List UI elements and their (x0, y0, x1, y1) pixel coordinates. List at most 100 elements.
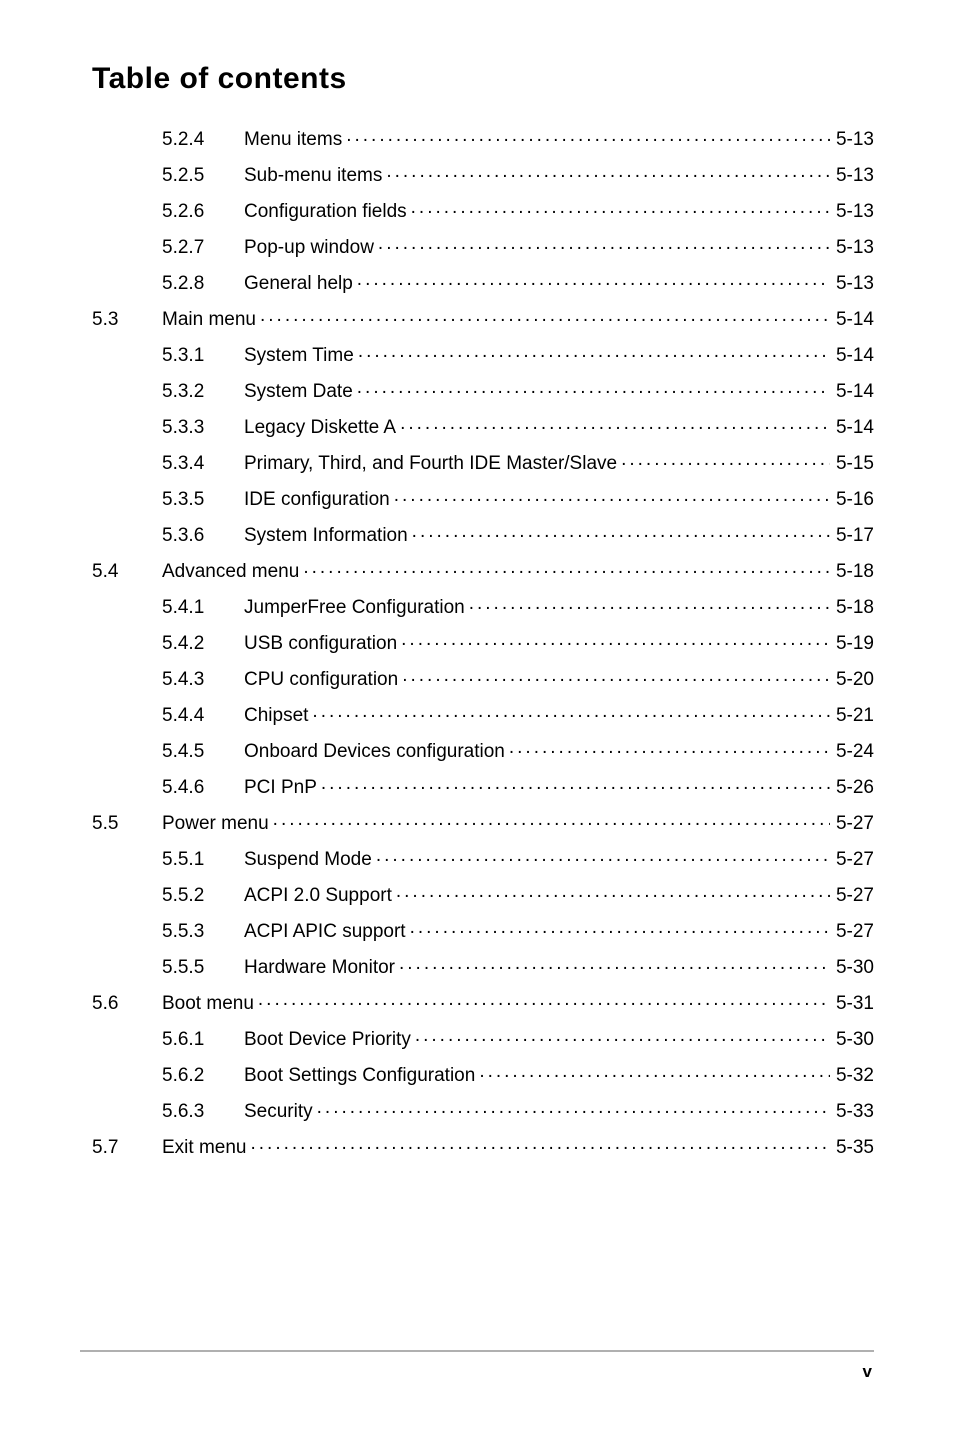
toc-leader-dots (357, 378, 830, 397)
toc-entry-label: Security (244, 1102, 317, 1121)
toc-leader-dots (621, 450, 830, 469)
toc-leader-dots (399, 954, 830, 973)
toc-leader-dots (273, 810, 830, 829)
toc-row: 5.4.4Chipset5-21 (92, 702, 874, 725)
toc-entry-label: Boot Device Priority (244, 1030, 415, 1049)
toc-page-ref: 5-27 (830, 850, 874, 869)
toc-page-ref: 5-27 (830, 814, 874, 833)
toc-entry-label: Boot Settings Configuration (244, 1066, 479, 1085)
toc-row: 5.5.5Hardware Monitor 5-30 (92, 954, 874, 977)
toc-page-ref: 5-20 (830, 670, 874, 689)
toc-subsection-number: 5.3.4 (162, 454, 244, 473)
toc-leader-dots (469, 594, 830, 613)
toc-leader-dots (260, 306, 830, 325)
toc-page-ref: 5-24 (830, 742, 874, 761)
toc-leader-dots (394, 486, 830, 505)
toc-row: 5.2.8General help5-13 (92, 270, 874, 293)
toc-row: 5.6.2Boot Settings Configuration 5-32 (92, 1062, 874, 1085)
toc-row: 5.5.3ACPI APIC support5-27 (92, 918, 874, 941)
toc-entry-label: Chipset (244, 706, 312, 725)
toc-page-ref: 5-17 (830, 526, 874, 545)
toc-leader-dots (250, 1134, 829, 1153)
toc-entry-label: Boot menu (162, 994, 258, 1013)
toc-subsection-number: 5.4.4 (162, 706, 244, 725)
toc-row: 5.2.5Sub-menu items 5-13 (92, 162, 874, 185)
toc-row: 5.3.1System Time5-14 (92, 342, 874, 365)
toc-subsection-number: 5.5.3 (162, 922, 244, 941)
toc-page-ref: 5-16 (830, 490, 874, 509)
toc-row: 5.2.6Configuration fields5-13 (92, 198, 874, 221)
toc-page-ref: 5-18 (830, 598, 874, 617)
toc-leader-dots (396, 882, 830, 901)
toc-leader-dots (358, 342, 830, 361)
toc-page-ref: 5-13 (830, 238, 874, 257)
toc-subsection-number: 5.2.5 (162, 166, 244, 185)
toc-row: 5.3.6System Information 5-17 (92, 522, 874, 545)
toc-page-ref: 5-27 (830, 886, 874, 905)
toc-leader-dots (317, 1098, 830, 1117)
toc-page-ref: 5-32 (830, 1066, 874, 1085)
toc-subsection-number: 5.4.3 (162, 670, 244, 689)
toc-entry-label: Hardware Monitor (244, 958, 399, 977)
toc-row: 5.3.5IDE configuration 5-16 (92, 486, 874, 509)
toc-page-ref: 5-15 (830, 454, 874, 473)
toc-leader-dots (321, 774, 830, 793)
toc-row: 5.4.3CPU configuration5-20 (92, 666, 874, 689)
toc-page-ref: 5-13 (830, 130, 874, 149)
toc-subsection-number: 5.3.6 (162, 526, 244, 545)
toc-leader-dots (412, 522, 830, 541)
toc-entry-label: JumperFree Configuration (244, 598, 469, 617)
toc-subsection-number: 5.5.1 (162, 850, 244, 869)
toc-leader-dots (415, 1026, 830, 1045)
toc-row: 5.5.1Suspend Mode5-27 (92, 846, 874, 869)
toc-entry-label: System Information (244, 526, 412, 545)
toc-page-ref: 5-30 (830, 958, 874, 977)
toc-subsection-number: 5.3.2 (162, 382, 244, 401)
toc-page-ref: 5-13 (830, 166, 874, 185)
toc-row: 5.4.1JumperFree Configuration 5-18 (92, 594, 874, 617)
toc-entry-label: Sub-menu items (244, 166, 386, 185)
toc-subsection-number: 5.4.1 (162, 598, 244, 617)
toc-leader-dots (312, 702, 830, 721)
toc-row: 5.4.5Onboard Devices configuration5-24 (92, 738, 874, 761)
page-container: Table of contents 5.2.4Menu items5-135.2… (0, 0, 954, 1438)
toc-subsection-number: 5.5.2 (162, 886, 244, 905)
toc-section-number: 5.5 (92, 814, 162, 833)
toc-subsection-number: 5.3.3 (162, 418, 244, 437)
toc-entry-label: Configuration fields (244, 202, 411, 221)
toc-subsection-number: 5.5.5 (162, 958, 244, 977)
toc-entry-label: Exit menu (162, 1138, 250, 1157)
toc-page-ref: 5-26 (830, 778, 874, 797)
toc-page-ref: 5-35 (830, 1138, 874, 1157)
toc-entry-label: General help (244, 274, 357, 293)
toc-subsection-number: 5.4.6 (162, 778, 244, 797)
toc-entry-label: IDE configuration (244, 490, 394, 509)
toc-leader-dots (400, 414, 830, 433)
toc-page-ref: 5-30 (830, 1030, 874, 1049)
toc-entry-label: USB configuration (244, 634, 401, 653)
toc-page-ref: 5-31 (830, 994, 874, 1013)
toc-entry-label: System Time (244, 346, 358, 365)
toc-subsection-number: 5.2.7 (162, 238, 244, 257)
toc-subsection-number: 5.6.3 (162, 1102, 244, 1121)
toc-entry-label: Power menu (162, 814, 273, 833)
toc-page-ref: 5-18 (830, 562, 874, 581)
toc-entry-label: ACPI 2.0 Support (244, 886, 396, 905)
toc-leader-dots (402, 666, 830, 685)
toc-page-ref: 5-14 (830, 346, 874, 365)
toc-subsection-number: 5.3.5 (162, 490, 244, 509)
toc-subsection-number: 5.6.2 (162, 1066, 244, 1085)
toc-entry-label: Menu items (244, 130, 346, 149)
toc-row: 5.2.4Menu items5-13 (92, 126, 874, 149)
toc-entry-label: Primary, Third, and Fourth IDE Master/Sl… (244, 454, 621, 473)
toc-leader-dots (303, 558, 830, 577)
toc-section-number: 5.7 (92, 1138, 162, 1157)
page-title: Table of contents (92, 62, 874, 96)
toc-leader-dots (401, 630, 830, 649)
toc-row: 5.3.4Primary, Third, and Fourth IDE Mast… (92, 450, 874, 473)
toc-row: 5.6Boot menu5-31 (92, 990, 874, 1013)
toc-row: 5.6.1Boot Device Priority5-30 (92, 1026, 874, 1049)
toc-section-number: 5.3 (92, 310, 162, 329)
toc-page-ref: 5-13 (830, 202, 874, 221)
toc-leader-dots (258, 990, 830, 1009)
